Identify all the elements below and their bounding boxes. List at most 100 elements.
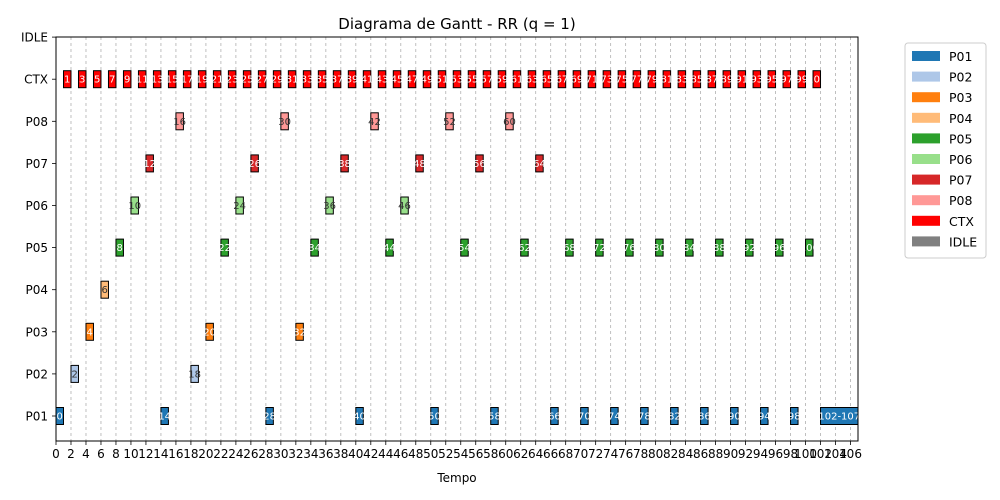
segment-p05 — [595, 238, 604, 257]
x-tick-label: 40 — [348, 447, 363, 461]
segment-p01 — [700, 407, 709, 425]
segment-ctx — [587, 70, 597, 89]
segment-p07-label: 56 — [473, 159, 486, 170]
segment-ctx — [242, 70, 252, 89]
segment-p05 — [115, 238, 124, 257]
segment-p06 — [325, 196, 334, 215]
segment-p08 — [505, 112, 514, 131]
x-tick-label: 78 — [633, 447, 648, 461]
segment-ctx-label: 1 — [64, 75, 70, 86]
legend-entry: P04 — [949, 111, 972, 126]
segment-ctx-label: 97 — [780, 75, 793, 86]
x-tick-label: 98 — [783, 447, 798, 461]
x-tick-label: 34 — [303, 447, 318, 461]
segment-ctx-label: 9 — [124, 75, 130, 86]
segment-p03 — [295, 322, 304, 341]
segment-p07-label: 38 — [338, 159, 351, 170]
segment-ctx — [497, 70, 507, 89]
y-tick-label: CTX — [24, 73, 48, 87]
segment-p05-label: 34 — [308, 243, 321, 254]
segment-p06 — [235, 196, 244, 215]
segment-ctx — [407, 70, 417, 89]
segment-ctx-label: 43 — [376, 75, 389, 86]
segment-ctx — [647, 70, 657, 89]
legend-entry: P06 — [949, 152, 972, 167]
segment-p08-label: 30 — [278, 117, 291, 128]
segment-p06 — [130, 196, 139, 215]
segment-ctx — [467, 70, 477, 89]
segment-ctx-label: 49 — [421, 75, 434, 86]
segment-ctx — [632, 70, 642, 89]
segment-ctx — [227, 70, 237, 89]
segment-p01 — [265, 407, 274, 425]
x-tick-label: 30 — [273, 447, 288, 461]
x-tick-label: 52 — [438, 447, 453, 461]
segment-ctx-label: 3 — [79, 75, 85, 86]
x-tick-label: 88 — [708, 447, 723, 461]
segment-p01 — [490, 407, 499, 425]
segment-p05 — [520, 238, 529, 257]
segment-ctx — [617, 70, 627, 89]
segment-ctx-label: 39 — [346, 75, 359, 86]
segment-ctx — [317, 70, 327, 89]
x-tick-label: 54 — [453, 447, 468, 461]
segment-ctx — [557, 70, 567, 89]
segment-ctx-label: 65 — [541, 75, 554, 86]
segment-ctx-label: 27 — [256, 75, 269, 86]
segment-p05 — [655, 238, 664, 257]
x-tick-label: 26 — [243, 447, 258, 461]
x-tick-label: 86 — [693, 447, 708, 461]
segment-ctx — [77, 70, 87, 89]
plot-frame — [55, 36, 859, 442]
segment-ctx-label: 51 — [436, 75, 449, 86]
x-axis: 0 2 4 6 8 10 12 14 16 18 20 22 24 26 28 30 32 34 36 38 40 42 4… — [52, 441, 862, 461]
segment-ctx-label: 67 — [556, 75, 569, 86]
segment-ctx-label: 63 — [526, 75, 539, 86]
segment-ctx — [782, 70, 792, 89]
segment-ctx-label: 81 — [661, 75, 674, 86]
x-tick-label: 74 — [603, 447, 618, 461]
segment-ctx — [527, 70, 537, 89]
x-tick-label: 62 — [513, 447, 528, 461]
x-tick-label: 18 — [183, 447, 198, 461]
segment-p01 — [790, 407, 799, 425]
legend-swatch — [912, 92, 940, 103]
legend-swatch — [912, 195, 940, 206]
x-tick-label: 44 — [378, 447, 393, 461]
segment-p05-label: 92 — [743, 243, 756, 254]
segment-ctx — [182, 70, 192, 89]
segment-ctx — [167, 70, 177, 89]
segment-ctx-label: 55 — [466, 75, 479, 86]
x-tick-label: 22 — [213, 447, 228, 461]
legend-entry: P01 — [949, 49, 972, 64]
segment-ctx — [452, 70, 462, 89]
segment-p06-label: 10 — [128, 201, 141, 212]
segment-ctx — [677, 70, 687, 89]
segment-ctx — [512, 70, 522, 89]
segment-p08 — [175, 112, 184, 131]
x-tick-label: 8 — [112, 447, 120, 461]
legend-swatch — [912, 133, 940, 144]
x-tick-label: 76 — [618, 447, 633, 461]
segment-ctx-label: 41 — [361, 75, 374, 86]
segment-p08 — [280, 112, 289, 131]
segment-ctx — [197, 70, 207, 89]
segment-ctx — [752, 70, 762, 89]
x-tick-label: 2 — [67, 447, 75, 461]
segment-ctx-label: 7 — [109, 75, 115, 86]
segment-p05 — [220, 238, 229, 257]
segment-ctx — [257, 70, 267, 89]
legend-swatch — [912, 236, 940, 247]
x-tick-label: 56 — [468, 447, 483, 461]
segment-ctx-label: 95 — [765, 75, 778, 86]
segment-p01-label: 14 — [158, 412, 171, 423]
segment-ctx-label: 45 — [391, 75, 404, 86]
segment-p05-label: 100 — [800, 243, 819, 254]
segment-ctx — [707, 70, 717, 89]
x-tick-label: 80 — [648, 447, 663, 461]
segment-ctx-label: 35 — [316, 75, 329, 86]
segment-ctx-label: 17 — [181, 75, 194, 86]
legend-swatch — [912, 51, 940, 61]
x-tick-label: 10 — [123, 447, 138, 461]
